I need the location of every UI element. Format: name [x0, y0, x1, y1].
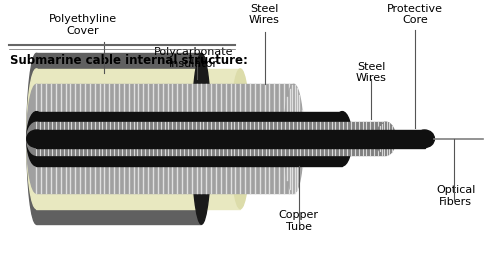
Ellipse shape [27, 122, 46, 155]
Ellipse shape [192, 53, 211, 224]
Bar [36, 69, 240, 209]
Text: Copper
Tube: Copper Tube [278, 210, 318, 232]
Ellipse shape [332, 112, 352, 166]
Ellipse shape [230, 69, 250, 209]
Text: Optical
Fibers: Optical Fibers [436, 185, 476, 207]
Bar [36, 84, 294, 193]
Ellipse shape [27, 84, 46, 193]
Text: Protective
Core: Protective Core [387, 4, 443, 25]
Text: Submarine cable internal structure:: Submarine cable internal structure: [10, 54, 248, 67]
Bar [36, 53, 202, 224]
Ellipse shape [376, 122, 396, 155]
Text: Steel
Wires: Steel Wires [356, 62, 387, 83]
Text: Polycarbonate
Insulator: Polycarbonate Insulator [154, 47, 234, 69]
Bar [36, 130, 424, 148]
Ellipse shape [230, 83, 250, 195]
Ellipse shape [415, 130, 434, 148]
Bar [36, 112, 342, 166]
Ellipse shape [27, 130, 46, 148]
Ellipse shape [27, 112, 46, 166]
Text: Steel
Wires: Steel Wires [249, 4, 280, 25]
Ellipse shape [27, 53, 46, 224]
Ellipse shape [284, 84, 304, 193]
Text: Polyethyline
Cover: Polyethyline Cover [49, 14, 117, 36]
Bar [36, 122, 386, 155]
Ellipse shape [27, 69, 46, 209]
